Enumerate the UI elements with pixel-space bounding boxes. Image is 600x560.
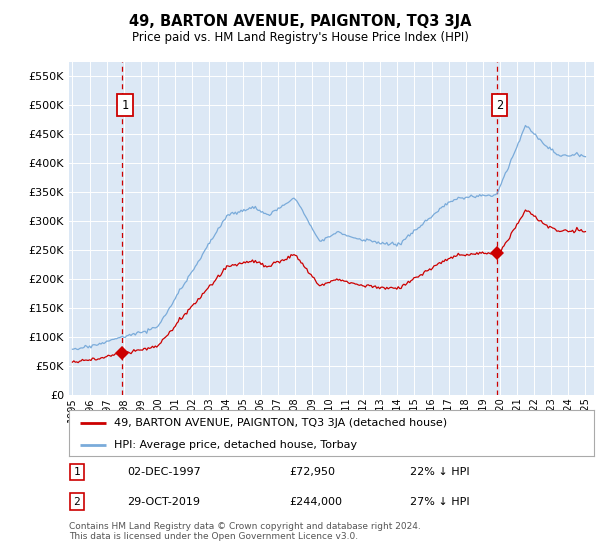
Text: £72,950: £72,950 (290, 467, 335, 477)
Text: 1: 1 (121, 99, 128, 111)
Text: 49, BARTON AVENUE, PAIGNTON, TQ3 3JA: 49, BARTON AVENUE, PAIGNTON, TQ3 3JA (129, 14, 471, 29)
Text: 02-DEC-1997: 02-DEC-1997 (127, 467, 200, 477)
Text: HPI: Average price, detached house, Torbay: HPI: Average price, detached house, Torb… (113, 440, 357, 450)
Text: 49, BARTON AVENUE, PAIGNTON, TQ3 3JA (detached house): 49, BARTON AVENUE, PAIGNTON, TQ3 3JA (de… (113, 418, 447, 428)
Text: 22% ↓ HPI: 22% ↓ HPI (410, 467, 470, 477)
Text: 2: 2 (74, 497, 80, 507)
Text: 29-OCT-2019: 29-OCT-2019 (127, 497, 200, 507)
Text: Price paid vs. HM Land Registry's House Price Index (HPI): Price paid vs. HM Land Registry's House … (131, 31, 469, 44)
Text: Contains HM Land Registry data © Crown copyright and database right 2024.
This d: Contains HM Land Registry data © Crown c… (69, 522, 421, 542)
Text: 1: 1 (74, 467, 80, 477)
Text: 27% ↓ HPI: 27% ↓ HPI (410, 497, 470, 507)
Text: £244,000: £244,000 (290, 497, 343, 507)
Text: 2: 2 (496, 99, 503, 111)
